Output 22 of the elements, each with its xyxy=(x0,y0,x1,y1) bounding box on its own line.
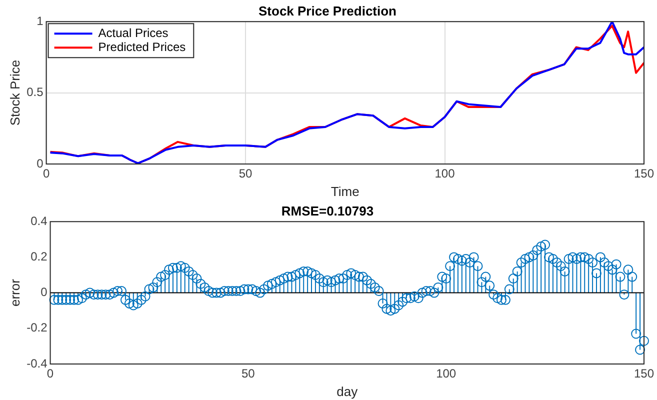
legend-label: Actual Prices xyxy=(98,26,168,40)
x-tick-label: 100 xyxy=(436,366,456,381)
x-axis-title: day xyxy=(336,384,358,399)
x-tick-label: 100 xyxy=(434,166,456,181)
y-tick-label: 0.2 xyxy=(30,250,48,264)
y-tick-label: 0 xyxy=(40,285,48,300)
y-axis-title: Stock Price xyxy=(7,60,22,126)
chart-title: Stock Price Prediction xyxy=(258,3,397,18)
x-tick-label: 50 xyxy=(238,166,253,181)
y-tick-label: 0 xyxy=(36,156,44,170)
y-tick-label: -0.2 xyxy=(26,320,48,335)
y-tick-label: 1 xyxy=(36,14,44,28)
legend-label: Predicted Prices xyxy=(98,40,186,54)
x-tick-label: 150 xyxy=(634,166,654,181)
y-tick-label: 0.4 xyxy=(30,214,48,228)
x-axis-title: Time xyxy=(330,184,360,199)
x-tick-label: 50 xyxy=(242,366,256,381)
x-tick-label: 150 xyxy=(634,366,654,381)
y-tick-label: -0.4 xyxy=(26,356,48,370)
y-axis-title: error xyxy=(7,278,22,307)
y-tick-label: 0.5 xyxy=(26,85,44,100)
chart-title: RMSE=0.10793 xyxy=(281,203,374,218)
